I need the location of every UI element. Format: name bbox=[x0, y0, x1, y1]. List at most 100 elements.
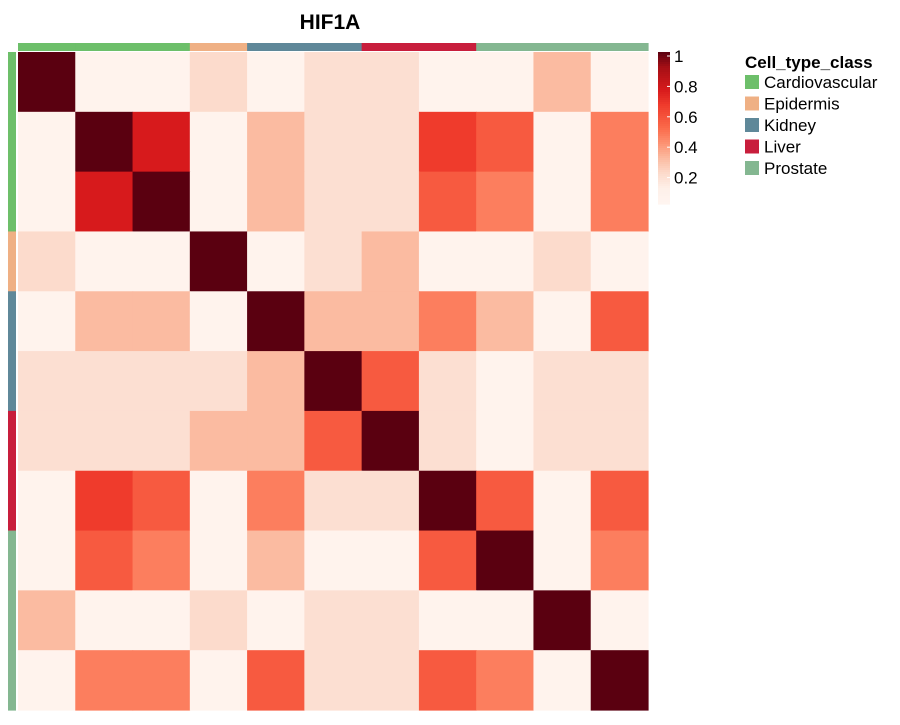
legend-label: Liver bbox=[764, 138, 801, 157]
heatmap-cell bbox=[361, 52, 420, 113]
heatmap-cell bbox=[189, 351, 248, 412]
colorbar-segment bbox=[658, 108, 670, 111]
colorbar-segment bbox=[658, 172, 670, 175]
left-annotation-bar bbox=[8, 52, 16, 711]
colorbar-tick-label: 0.6 bbox=[674, 108, 698, 127]
left-annotation-cell bbox=[8, 52, 16, 113]
heatmap-cell bbox=[18, 470, 76, 532]
heatmap-cell bbox=[361, 470, 420, 532]
heatmap-cell bbox=[304, 351, 363, 412]
heatmap-cell bbox=[533, 470, 592, 532]
heatmap-cell bbox=[418, 231, 477, 292]
top-annotation-cell bbox=[132, 43, 191, 51]
heatmap-cell bbox=[189, 171, 248, 233]
heatmap-cell bbox=[361, 351, 420, 412]
heatmap-cell bbox=[247, 351, 305, 412]
colorbar-segment bbox=[658, 184, 670, 187]
heatmap-cell bbox=[189, 52, 248, 113]
colorbar-segment bbox=[658, 134, 670, 137]
colorbar-segment bbox=[658, 68, 670, 71]
heatmap-cell bbox=[132, 410, 191, 472]
legend-swatch bbox=[745, 118, 759, 132]
top-annotation-cell bbox=[75, 43, 134, 51]
heatmap-cell bbox=[189, 231, 248, 292]
colorbar-segment bbox=[658, 126, 670, 129]
heatmap-cell bbox=[590, 650, 649, 711]
colorbar: 1 0.8 0.6 0.4 0.2 bbox=[658, 47, 698, 205]
colorbar-segment bbox=[658, 200, 670, 203]
colorbar-segment bbox=[658, 80, 670, 83]
colorbar-segment bbox=[658, 90, 670, 93]
colorbar-segment bbox=[658, 182, 670, 185]
heatmap-cell bbox=[476, 351, 535, 412]
heatmap-cell bbox=[247, 231, 305, 292]
left-annotation-cell bbox=[8, 530, 16, 591]
heatmap-cell bbox=[132, 530, 191, 591]
colorbar-segment bbox=[658, 76, 670, 79]
heatmap-cell bbox=[533, 171, 592, 233]
colorbar-segment bbox=[658, 72, 670, 75]
heatmap-cell bbox=[75, 291, 134, 352]
colorbar-segment bbox=[658, 152, 670, 155]
colorbar-segment bbox=[658, 186, 670, 189]
heatmap-cell bbox=[304, 650, 363, 711]
heatmap-cell bbox=[18, 291, 76, 352]
colorbar-segment bbox=[658, 198, 670, 201]
heatmap-cell bbox=[418, 650, 477, 711]
left-annotation-cell bbox=[8, 410, 16, 472]
heatmap-cell bbox=[590, 470, 649, 532]
colorbar-segment bbox=[658, 158, 670, 161]
heatmap-cell bbox=[304, 410, 363, 472]
heatmap-cell bbox=[361, 590, 420, 651]
colorbar-segment bbox=[658, 136, 670, 139]
heatmap-cell bbox=[18, 590, 76, 651]
heatmap-cell bbox=[418, 291, 477, 352]
colorbar-segment bbox=[658, 142, 670, 145]
colorbar-segment bbox=[658, 170, 670, 173]
colorbar-segment bbox=[658, 88, 670, 91]
colorbar-tick-label: 1 bbox=[674, 47, 683, 66]
colorbar-segment bbox=[658, 168, 670, 171]
colorbar-segment bbox=[658, 100, 670, 103]
heatmap-cell bbox=[247, 52, 305, 113]
heatmap-cell bbox=[418, 470, 477, 532]
left-annotation-cell bbox=[8, 590, 16, 651]
heatmap-cell bbox=[132, 52, 191, 113]
heatmap-cell bbox=[189, 470, 248, 532]
legend-title: Cell_type_class bbox=[745, 53, 873, 72]
colorbar-segment bbox=[658, 188, 670, 191]
colorbar-segment bbox=[658, 202, 670, 205]
heatmap-cell bbox=[132, 470, 191, 532]
colorbar-tick-label: 0.8 bbox=[674, 77, 698, 96]
legend-label: Cardiovascular bbox=[764, 73, 878, 92]
colorbar-segment bbox=[658, 156, 670, 159]
colorbar-segment bbox=[658, 138, 670, 141]
left-annotation-cell bbox=[8, 171, 16, 233]
heatmap-cell bbox=[304, 111, 363, 173]
colorbar-segment bbox=[658, 178, 670, 181]
left-annotation-cell bbox=[8, 111, 16, 173]
colorbar-segment bbox=[658, 94, 670, 97]
heatmap-cell bbox=[476, 231, 535, 292]
colorbar-segment bbox=[658, 66, 670, 69]
heatmap-cell bbox=[247, 590, 305, 651]
heatmap-cell bbox=[75, 530, 134, 591]
heatmap-cell bbox=[132, 590, 191, 651]
heatmap-cell bbox=[533, 111, 592, 173]
heatmap-cell bbox=[75, 52, 134, 113]
top-annotation-bar bbox=[18, 43, 649, 51]
heatmap-cell bbox=[361, 410, 420, 472]
heatmap-cell bbox=[476, 171, 535, 233]
colorbar-tick-label: 0.4 bbox=[674, 138, 698, 157]
colorbar-segment bbox=[658, 162, 670, 165]
heatmap-cell bbox=[189, 291, 248, 352]
heatmap-cell bbox=[247, 650, 305, 711]
heatmap-cell bbox=[476, 111, 535, 173]
colorbar-segment bbox=[658, 82, 670, 85]
heatmap-cell bbox=[590, 530, 649, 591]
colorbar-segment bbox=[658, 140, 670, 143]
colorbar-segment bbox=[658, 58, 670, 61]
legend-label: Epidermis bbox=[764, 95, 840, 114]
colorbar-segment bbox=[658, 84, 670, 87]
